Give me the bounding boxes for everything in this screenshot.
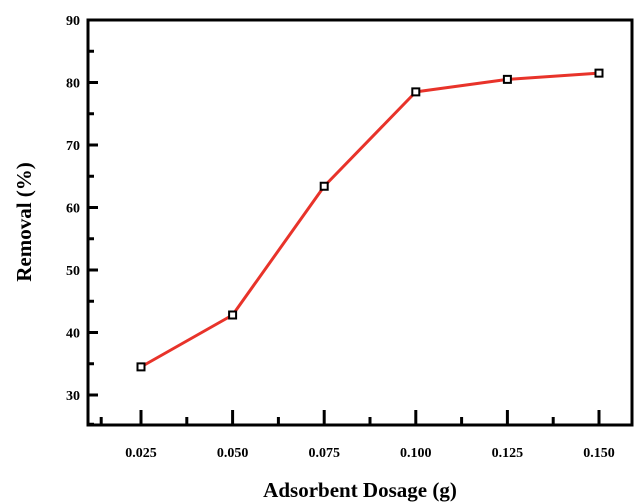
data-point <box>319 181 329 191</box>
y-tick-label: 50 <box>66 264 80 279</box>
x-axis: 0.025 0.050 0.075 0.100 0.125 0.150 <box>99 410 615 461</box>
x-tick-label: 0.100 <box>400 446 432 461</box>
data-point <box>136 362 146 372</box>
series-line <box>140 71 600 369</box>
y-axis-title: Removal (%) <box>12 162 36 282</box>
series-layer <box>136 68 604 372</box>
y-axis: 30 40 50 60 70 80 90 <box>66 14 98 426</box>
data-point <box>594 68 604 78</box>
data-point <box>228 310 238 320</box>
x-axis-title: Adsorbent Dosage (g) <box>263 478 457 502</box>
x-tick-label: 0.025 <box>125 446 157 461</box>
y-tick-label: 90 <box>66 14 80 29</box>
x-tick-label: 0.075 <box>308 446 340 461</box>
y-tick-label: 40 <box>66 327 80 342</box>
y-tick-label: 80 <box>66 77 80 92</box>
y-tick-label: 30 <box>66 389 80 404</box>
data-point <box>411 87 421 97</box>
x-tick-label: 0.125 <box>492 446 524 461</box>
y-tick-label: 60 <box>66 202 80 217</box>
plot-area-frame <box>86 18 634 427</box>
x-tick-label: 0.050 <box>217 446 249 461</box>
data-point <box>502 74 512 84</box>
y-tick-label: 70 <box>66 139 80 154</box>
x-tick-label: 0.150 <box>583 446 615 461</box>
